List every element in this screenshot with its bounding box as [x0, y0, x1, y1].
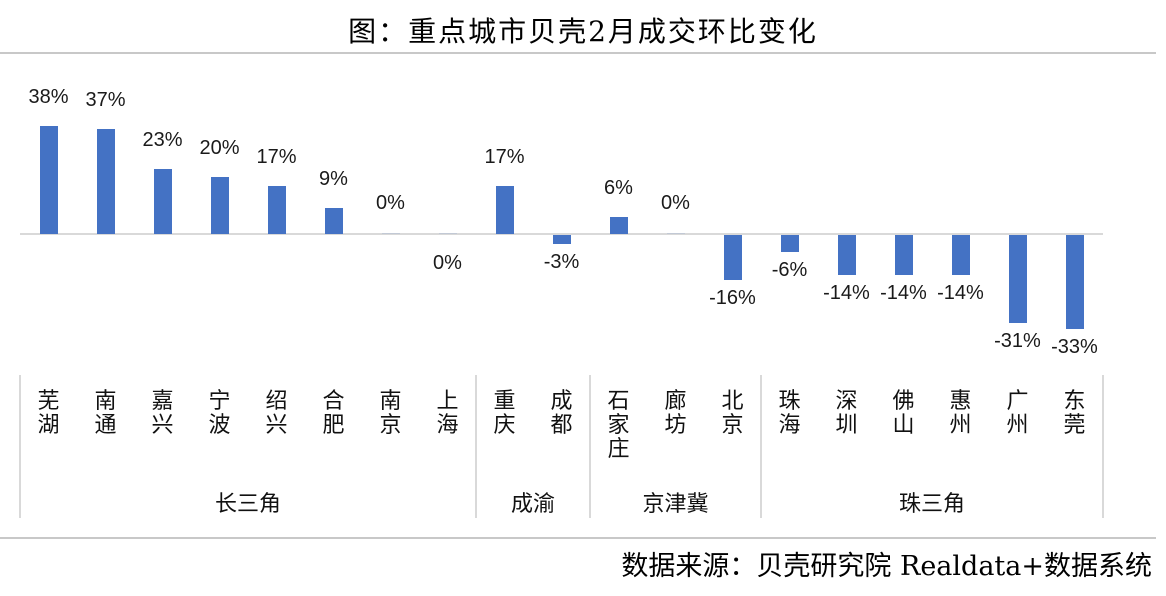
data-source-note: 数据来源：贝壳研究院 Realdata+数据系统: [621, 551, 1152, 582]
chart-title: 图：重点城市贝壳2月成交环比变化: [348, 15, 818, 48]
bar-南京: [381, 233, 400, 234]
category-label: 重庆: [493, 389, 516, 438]
bar-合肥: [324, 208, 343, 234]
category-label: 上海: [436, 389, 459, 438]
data-label: -33%: [1051, 335, 1098, 358]
bar-成都: [552, 235, 571, 244]
data-label: 20%: [199, 137, 240, 160]
group-separator: [589, 375, 591, 518]
category-label: 东莞: [1063, 389, 1086, 438]
bar-廊坊: [666, 233, 685, 234]
data-label: 17%: [256, 145, 297, 168]
bar-珠海: [780, 235, 799, 253]
bar-上海: [438, 233, 457, 234]
bar-芜湖: [39, 126, 58, 234]
data-label: 0%: [376, 192, 405, 214]
bar-深圳: [837, 235, 856, 275]
category-label: 惠州: [949, 389, 972, 438]
bar-南通: [96, 128, 115, 234]
data-label: 23%: [142, 128, 183, 151]
bar-佛山: [894, 235, 913, 275]
group-label: 成渝: [510, 492, 555, 517]
bar-石家庄: [609, 216, 628, 234]
data-label: 37%: [85, 88, 126, 111]
group-label: 长三角: [214, 492, 281, 517]
zero-axis-line: [20, 233, 1103, 235]
category-label: 绍兴: [265, 389, 288, 438]
data-label: -3%: [543, 250, 580, 273]
category-label: 成都: [550, 389, 573, 438]
title-divider: [0, 52, 1156, 54]
data-label: 6%: [604, 176, 633, 199]
category-label: 佛山: [892, 389, 915, 438]
data-label: 0%: [661, 192, 690, 214]
category-label: 廊坊: [664, 389, 687, 438]
category-label: 合肥: [322, 389, 345, 438]
group-label: 京津冀: [642, 492, 709, 517]
group-separator: [1102, 375, 1104, 518]
category-label: 石家庄: [607, 389, 630, 462]
bar-广州: [1008, 235, 1027, 324]
category-label: 嘉兴: [151, 389, 174, 438]
bar-宁波: [210, 177, 229, 234]
data-label: 0%: [433, 252, 462, 274]
group-separator: [19, 375, 21, 518]
category-label: 宁波: [208, 389, 231, 438]
group-separator: [475, 375, 477, 518]
source-divider: [0, 537, 1156, 539]
bar-北京: [723, 235, 742, 281]
category-label: 南京: [379, 389, 402, 438]
data-label: -31%: [994, 330, 1041, 353]
data-label: 17%: [484, 145, 525, 168]
data-label: -6%: [771, 259, 808, 282]
category-label: 广州: [1006, 389, 1029, 438]
category-label: 北京: [721, 389, 744, 438]
bar-惠州: [951, 235, 970, 275]
data-label: -16%: [709, 287, 756, 310]
data-label: -14%: [823, 281, 870, 304]
bar-绍兴: [267, 185, 286, 234]
group-label: 珠三角: [898, 492, 965, 517]
group-separator: [760, 375, 762, 518]
category-label: 南通: [94, 389, 117, 438]
bar-东莞: [1065, 235, 1084, 329]
data-label: -14%: [880, 281, 927, 304]
category-label: 珠海: [778, 389, 801, 438]
category-label: 深圳: [835, 389, 858, 438]
data-label: 38%: [28, 86, 69, 109]
data-label: -14%: [937, 281, 984, 304]
data-label: 9%: [319, 168, 348, 191]
bar-重庆: [495, 185, 514, 234]
category-label: 芜湖: [37, 389, 60, 438]
bar-嘉兴: [153, 168, 172, 234]
